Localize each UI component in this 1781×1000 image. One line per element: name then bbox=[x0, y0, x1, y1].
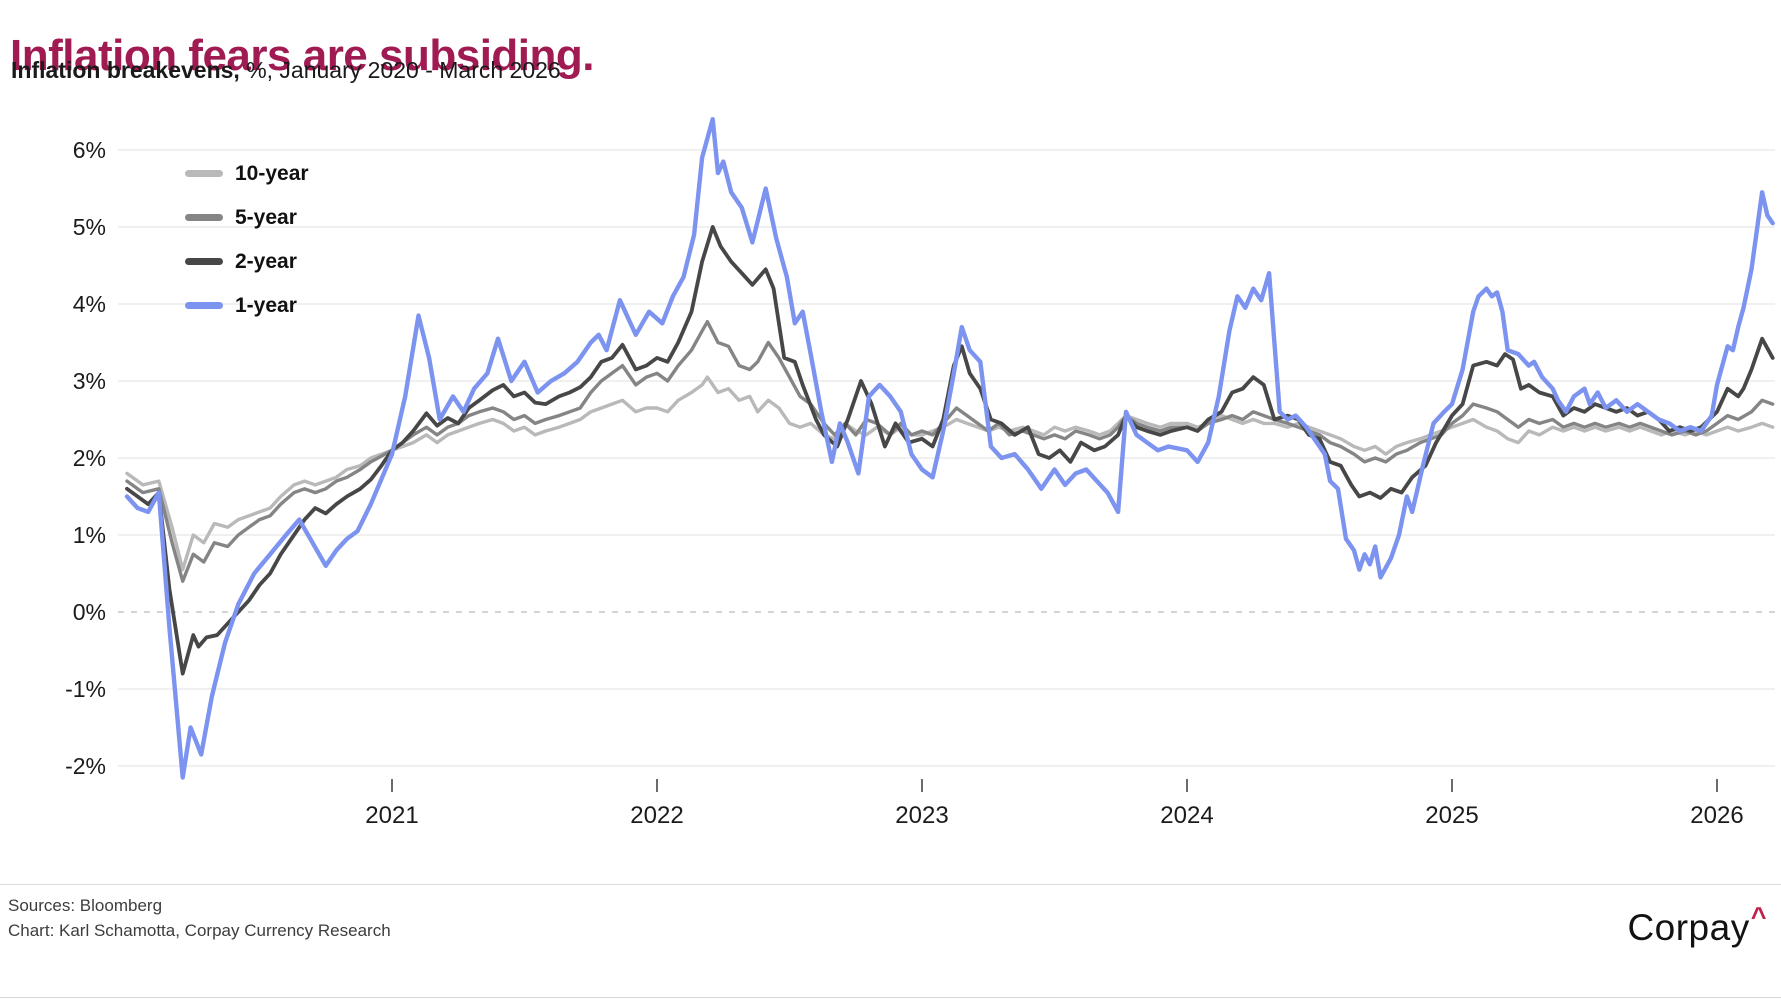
legend-item-2-year: 2-year bbox=[185, 248, 309, 275]
x-axis-label: 2026 bbox=[1690, 802, 1743, 829]
subtitle-rest: %, January 2020 - March 2026 bbox=[239, 57, 561, 83]
legend-item-5-year: 5-year bbox=[185, 204, 309, 231]
series-line-2-year bbox=[125, 225, 1775, 676]
y-axis-label: 1% bbox=[73, 522, 106, 548]
page-subtitle: Inflation breakevens, %, January 2020 - … bbox=[11, 57, 561, 84]
footer-divider bbox=[0, 884, 1781, 885]
y-axis-label: -2% bbox=[65, 753, 106, 779]
x-axis-label: 2022 bbox=[630, 802, 683, 829]
legend-label: 5-year bbox=[235, 205, 297, 229]
corpay-caret-icon: ^ bbox=[1750, 902, 1767, 932]
page-title: Inflation fears are subsiding. bbox=[10, 31, 595, 81]
x-axis-label: 2023 bbox=[895, 802, 948, 829]
legend-label: 10-year bbox=[235, 161, 309, 185]
x-axis-label: 2025 bbox=[1425, 802, 1478, 829]
5-year-line-swatch bbox=[185, 214, 223, 221]
10-year-line-swatch bbox=[185, 170, 223, 177]
subtitle-bold: Inflation breakevens, bbox=[11, 57, 240, 83]
x-axis-label: 2024 bbox=[1160, 802, 1213, 829]
legend-item-10-year: 10-year bbox=[185, 160, 309, 187]
y-axis-label: 3% bbox=[73, 368, 106, 394]
legend-item-1-year: 1-year bbox=[185, 292, 309, 319]
legend-label: 2-year bbox=[235, 249, 297, 273]
sources-line: Sources: Bloomberg bbox=[8, 896, 163, 915]
series-line-5-year bbox=[125, 320, 1775, 583]
y-axis-label: 0% bbox=[73, 599, 106, 625]
series-line-10-year bbox=[125, 375, 1775, 572]
corpay-logo-text: Corpay bbox=[1627, 907, 1750, 948]
y-axis-label: 4% bbox=[73, 291, 106, 317]
bottom-divider bbox=[0, 997, 1781, 998]
chart-legend: 10-year 5-year 2-year 1-year bbox=[185, 160, 309, 319]
y-axis-label: -1% bbox=[65, 676, 106, 702]
footer-credits: Sources: Bloomberg Chart: Karl Schamotta… bbox=[8, 893, 391, 943]
credit-line: Chart: Karl Schamotta, Corpay Currency R… bbox=[8, 921, 391, 940]
breakevens-line-chart: 6% 5% 4% 3% 2% 1% 0% -1% -2% 2021 2022 2023 2024 2025… bbox=[65, 116, 1775, 829]
y-axis-label: 6% bbox=[73, 137, 106, 163]
2-year-line-swatch bbox=[185, 258, 223, 265]
y-axis-label: 5% bbox=[73, 214, 106, 240]
series-line-1-year bbox=[124, 116, 1775, 780]
x-axis-label: 2021 bbox=[365, 802, 418, 829]
legend-label: 1-year bbox=[235, 293, 297, 317]
corpay-logo: Corpay^ bbox=[1627, 902, 1767, 949]
1-year-line-swatch bbox=[185, 302, 223, 309]
y-axis-label: 2% bbox=[73, 445, 106, 471]
